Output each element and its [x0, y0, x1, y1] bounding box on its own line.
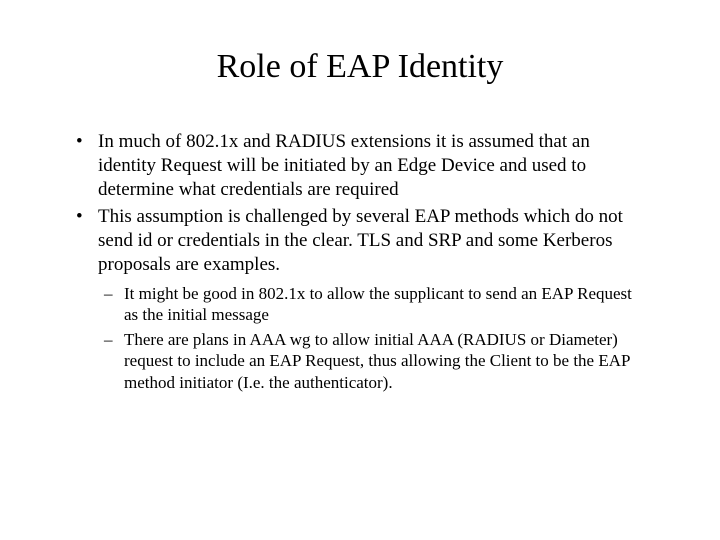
sub-bullet-item: It might be good in 802.1x to allow the …: [72, 283, 648, 326]
slide-title: Role of EAP Identity: [72, 48, 648, 86]
bullet-item: In much of 802.1x and RADIUS extensions …: [72, 130, 648, 201]
bullet-item: This assumption is challenged by several…: [72, 205, 648, 276]
sub-bullet-item: There are plans in AAA wg to allow initi…: [72, 329, 648, 393]
bullet-list: In much of 802.1x and RADIUS extensions …: [72, 130, 648, 277]
sub-bullet-list: It might be good in 802.1x to allow the …: [72, 283, 648, 393]
